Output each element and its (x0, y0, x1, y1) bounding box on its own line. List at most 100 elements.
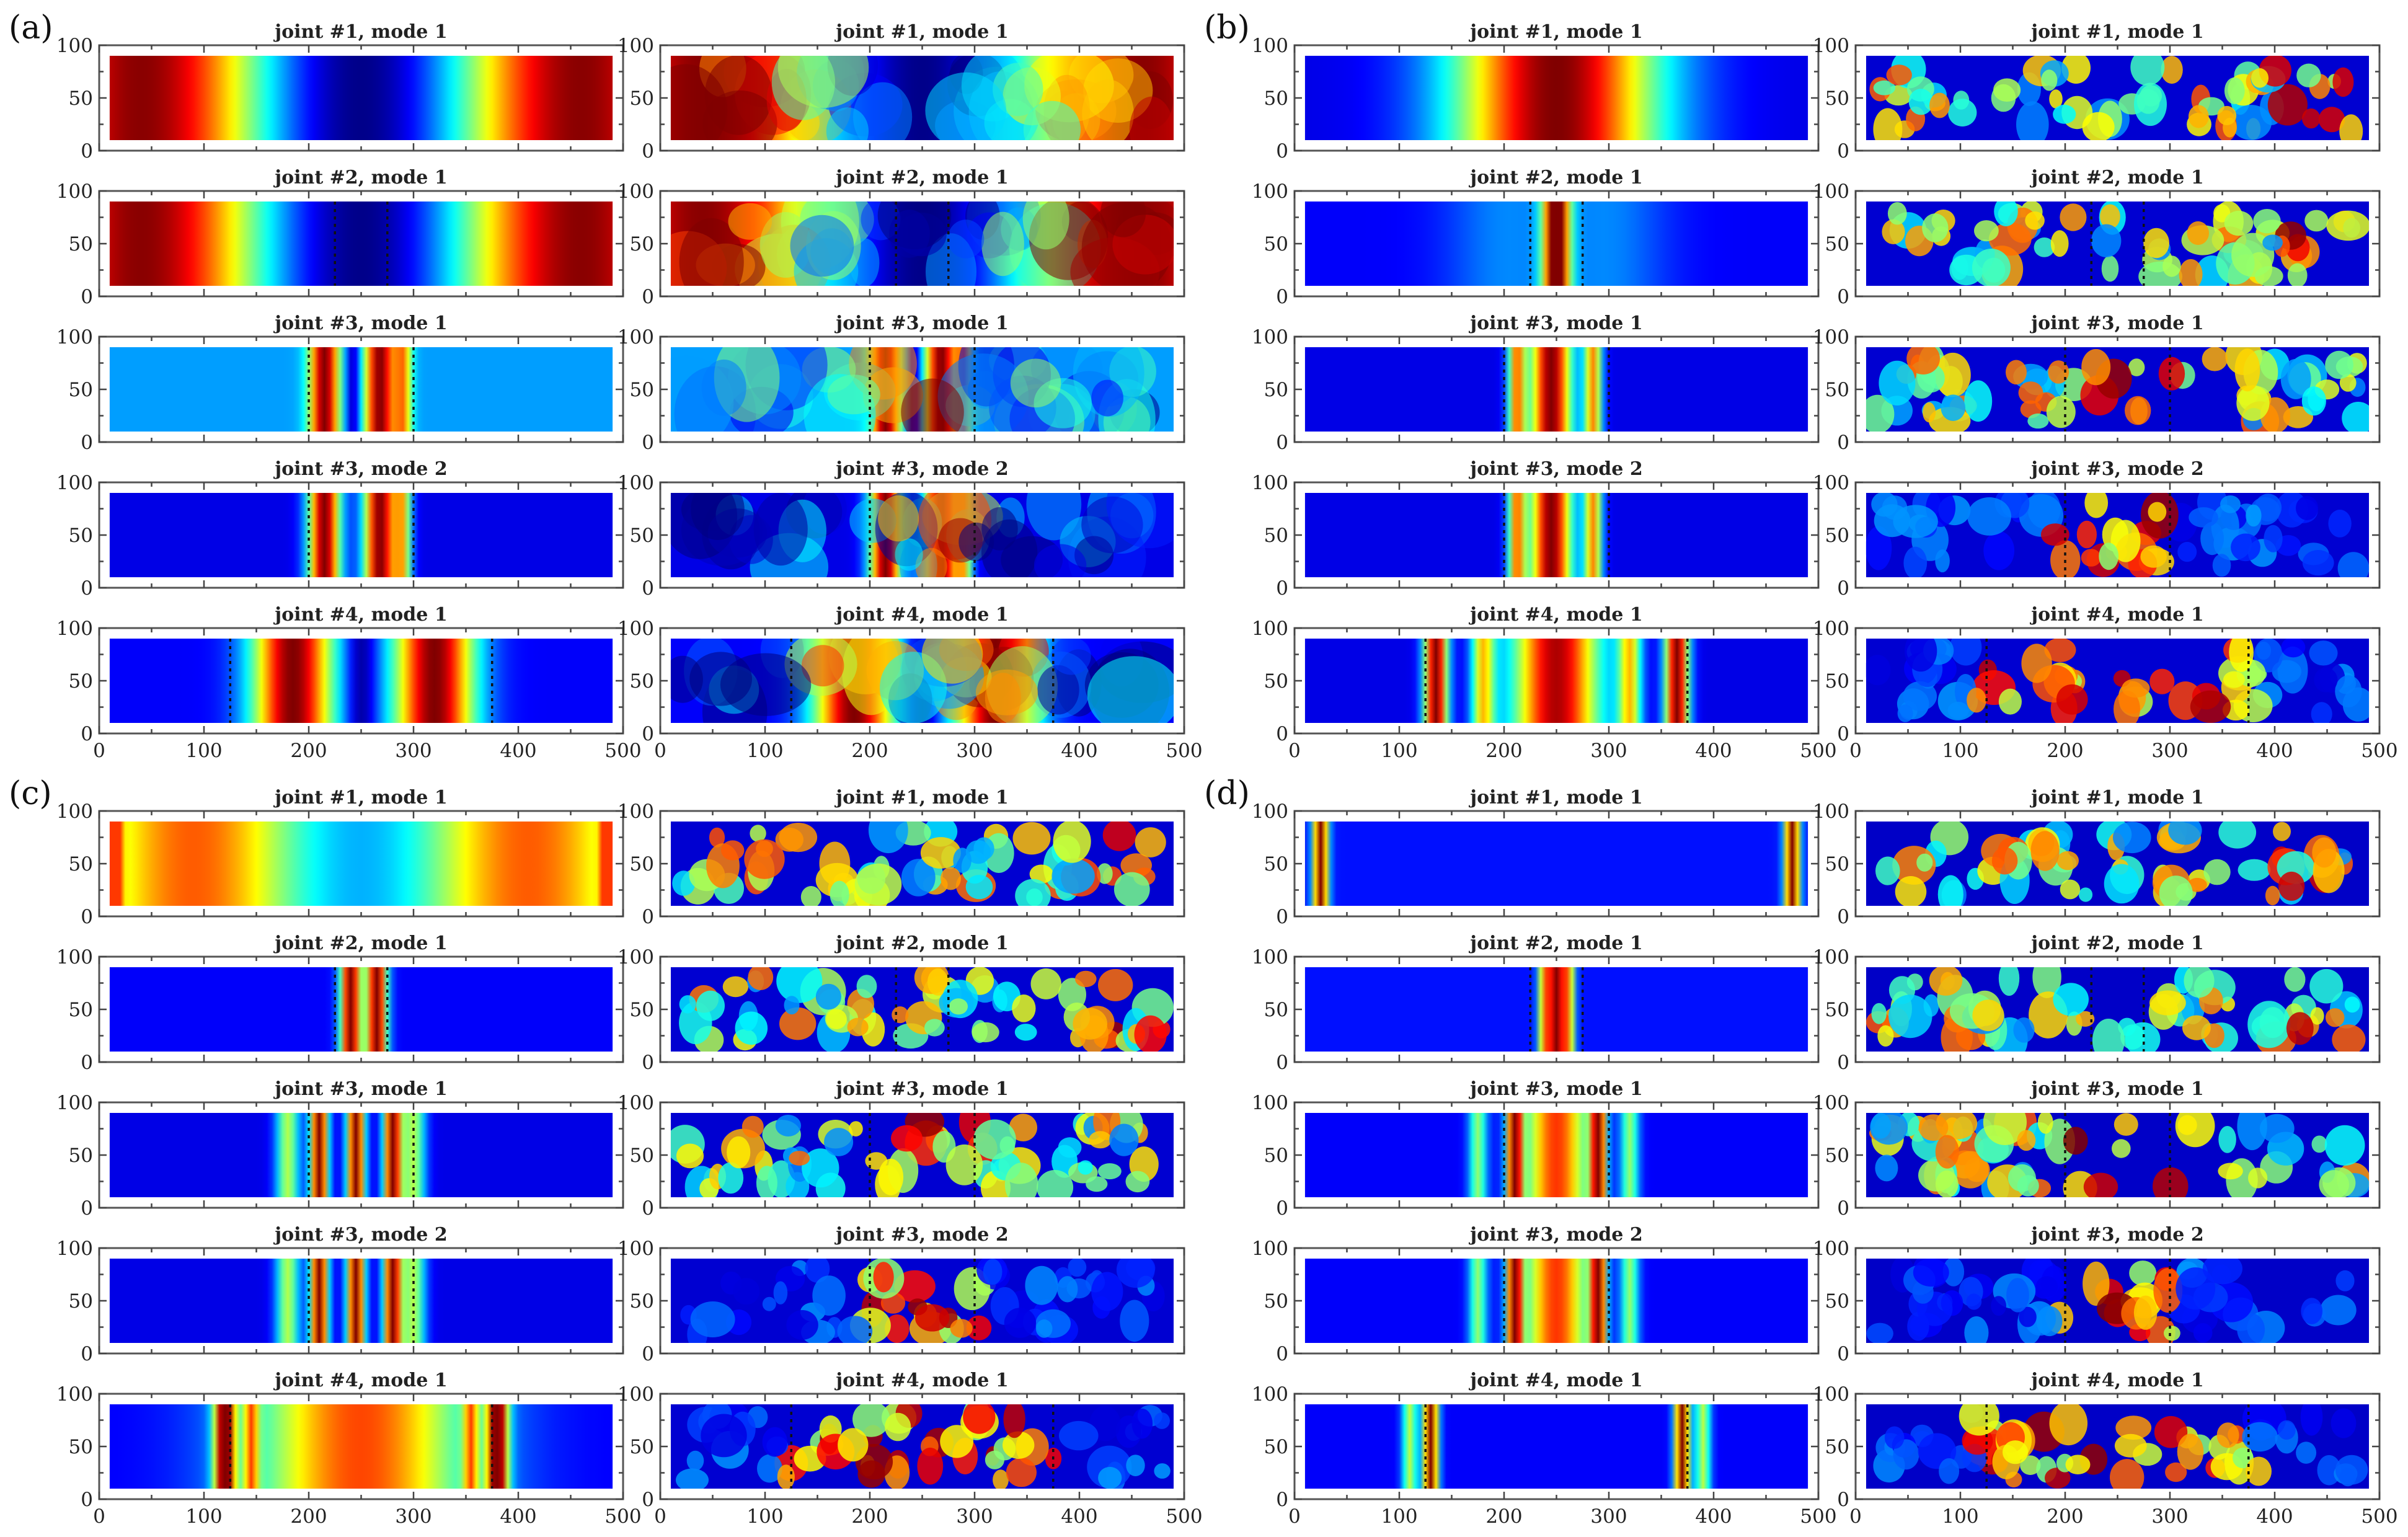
field-blob (2284, 967, 2306, 992)
field-blob (1966, 1293, 1982, 1310)
field-blob (1906, 347, 1940, 374)
field-blob (2113, 822, 2151, 854)
field-blob (2177, 542, 2197, 562)
field-blob (1030, 968, 1061, 999)
field-blob (1059, 1420, 1099, 1451)
field-blob (826, 107, 869, 140)
y-tick-label: 100 (617, 35, 654, 57)
panel-title: joint #1, mode 1 (2029, 21, 2203, 43)
field-blob (1950, 639, 1982, 666)
y-tick-label: 0 (1276, 1052, 1288, 1074)
y-tick-label: 50 (630, 525, 654, 547)
field-blob (2335, 675, 2362, 707)
field-blob (1895, 876, 1927, 906)
field-blob (2218, 1126, 2236, 1153)
y-tick-label: 100 (1813, 946, 1849, 968)
field-blob (2037, 1113, 2053, 1134)
field-blob (1126, 1455, 1145, 1477)
x-tick-label: 200 (290, 740, 327, 762)
y-tick-label: 0 (1837, 1343, 1849, 1365)
axes-b-1-left: joint #2, mode 1 0 50 100 (1252, 167, 1820, 308)
y-tick-label: 100 (617, 618, 654, 640)
field-blob (1075, 970, 1097, 988)
field-blob (2324, 1125, 2365, 1166)
x-tick-label: 0 (654, 740, 666, 762)
y-tick-label: 0 (1837, 577, 1849, 600)
y-tick-label: 100 (56, 326, 93, 348)
x-tick-label: 100 (185, 1505, 222, 1528)
field-blob (983, 1259, 1003, 1285)
y-tick-label: 0 (81, 432, 93, 454)
field-blob (2149, 990, 2186, 1016)
y-tick-label: 100 (1252, 1238, 1288, 1260)
panel-title: joint #2, mode 1 (834, 932, 1008, 954)
y-tick-label: 0 (81, 906, 93, 928)
field-blob (2083, 1261, 2110, 1306)
y-tick-label: 0 (642, 723, 654, 745)
y-tick-label: 50 (630, 853, 654, 875)
field-blob (2176, 1267, 2216, 1310)
panel-title: joint #3, mode 2 (273, 458, 447, 480)
axes-a-3-right: joint #3, mode 2 0 50 100 (617, 458, 1185, 600)
field-blob (773, 1281, 788, 1304)
field-blob (733, 1278, 760, 1305)
y-tick-label: 0 (81, 1343, 93, 1365)
field-blob (756, 1166, 777, 1197)
field-blob (2220, 495, 2241, 513)
field-blob (2159, 875, 2193, 906)
panel-title: joint #4, mode 1 (2029, 604, 2203, 626)
field-blob (1109, 1123, 1139, 1156)
field-blob (1929, 967, 1963, 996)
mode-field (109, 639, 613, 723)
y-tick-label: 100 (617, 180, 654, 203)
field-blob (776, 967, 823, 1003)
field-blob (861, 1012, 885, 1047)
y-tick-label: 0 (642, 577, 654, 600)
x-tick-label: 300 (1590, 1505, 1627, 1528)
field-blob (2286, 1012, 2314, 1045)
x-tick-label: 100 (1381, 1505, 1417, 1528)
field-blob (1882, 219, 1905, 244)
y-tick-label: 50 (630, 379, 654, 401)
field-blob (857, 1460, 885, 1488)
field-blob (1886, 64, 1912, 86)
axes-b-0-left: joint #1, mode 1 0 50 100 (1252, 21, 1820, 162)
field-blob (1866, 394, 1895, 432)
field-blob (1058, 1137, 1082, 1158)
x-tick-label: 400 (2256, 1505, 2293, 1528)
field-blob (1051, 639, 1091, 675)
y-tick-label: 0 (81, 140, 93, 162)
mode-field (1304, 639, 1808, 723)
y-tick-label: 0 (1276, 140, 1288, 162)
mode-field (1866, 202, 2370, 286)
axes-c-0-left: joint #1, mode 1 0 50 100 (56, 787, 624, 928)
field-blob (1014, 1024, 1037, 1041)
mode-field (1304, 1404, 1808, 1489)
field-blob (1051, 858, 1095, 894)
panel-title: joint #4, mode 1 (273, 1370, 447, 1391)
y-tick-label: 50 (1825, 379, 1849, 401)
y-tick-label: 100 (1813, 618, 1849, 640)
y-tick-label: 100 (1252, 946, 1288, 968)
field-blob (2036, 1306, 2063, 1337)
field-blob (1023, 100, 1081, 140)
panel-title: joint #3, mode 1 (1468, 312, 1642, 334)
field-blob (679, 995, 696, 1014)
field-blob (1897, 704, 1913, 722)
panel-title: joint #2, mode 1 (273, 167, 447, 188)
field-blob (1068, 1259, 1087, 1277)
axes-a-3-left: joint #3, mode 2 0 50 100 (56, 458, 624, 600)
axes-d-1-right: joint #2, mode 1 0 50 100 (1813, 932, 2381, 1074)
field-blob (1098, 1466, 1122, 1489)
field-blob (1934, 352, 1971, 397)
y-tick-label: 50 (1825, 999, 1849, 1021)
axes-b-2-left: joint #3, mode 1 0 50 100 (1252, 312, 1820, 454)
y-tick-label: 100 (1252, 35, 1288, 57)
field-blob (1003, 1431, 1035, 1459)
field-blob (1866, 655, 1891, 686)
x-tick-label: 400 (1695, 1505, 1732, 1528)
y-tick-label: 100 (56, 35, 93, 57)
axes-d-0-left: joint #1, mode 1 0 50 100 (1252, 787, 1820, 928)
y-tick-label: 100 (617, 326, 654, 348)
